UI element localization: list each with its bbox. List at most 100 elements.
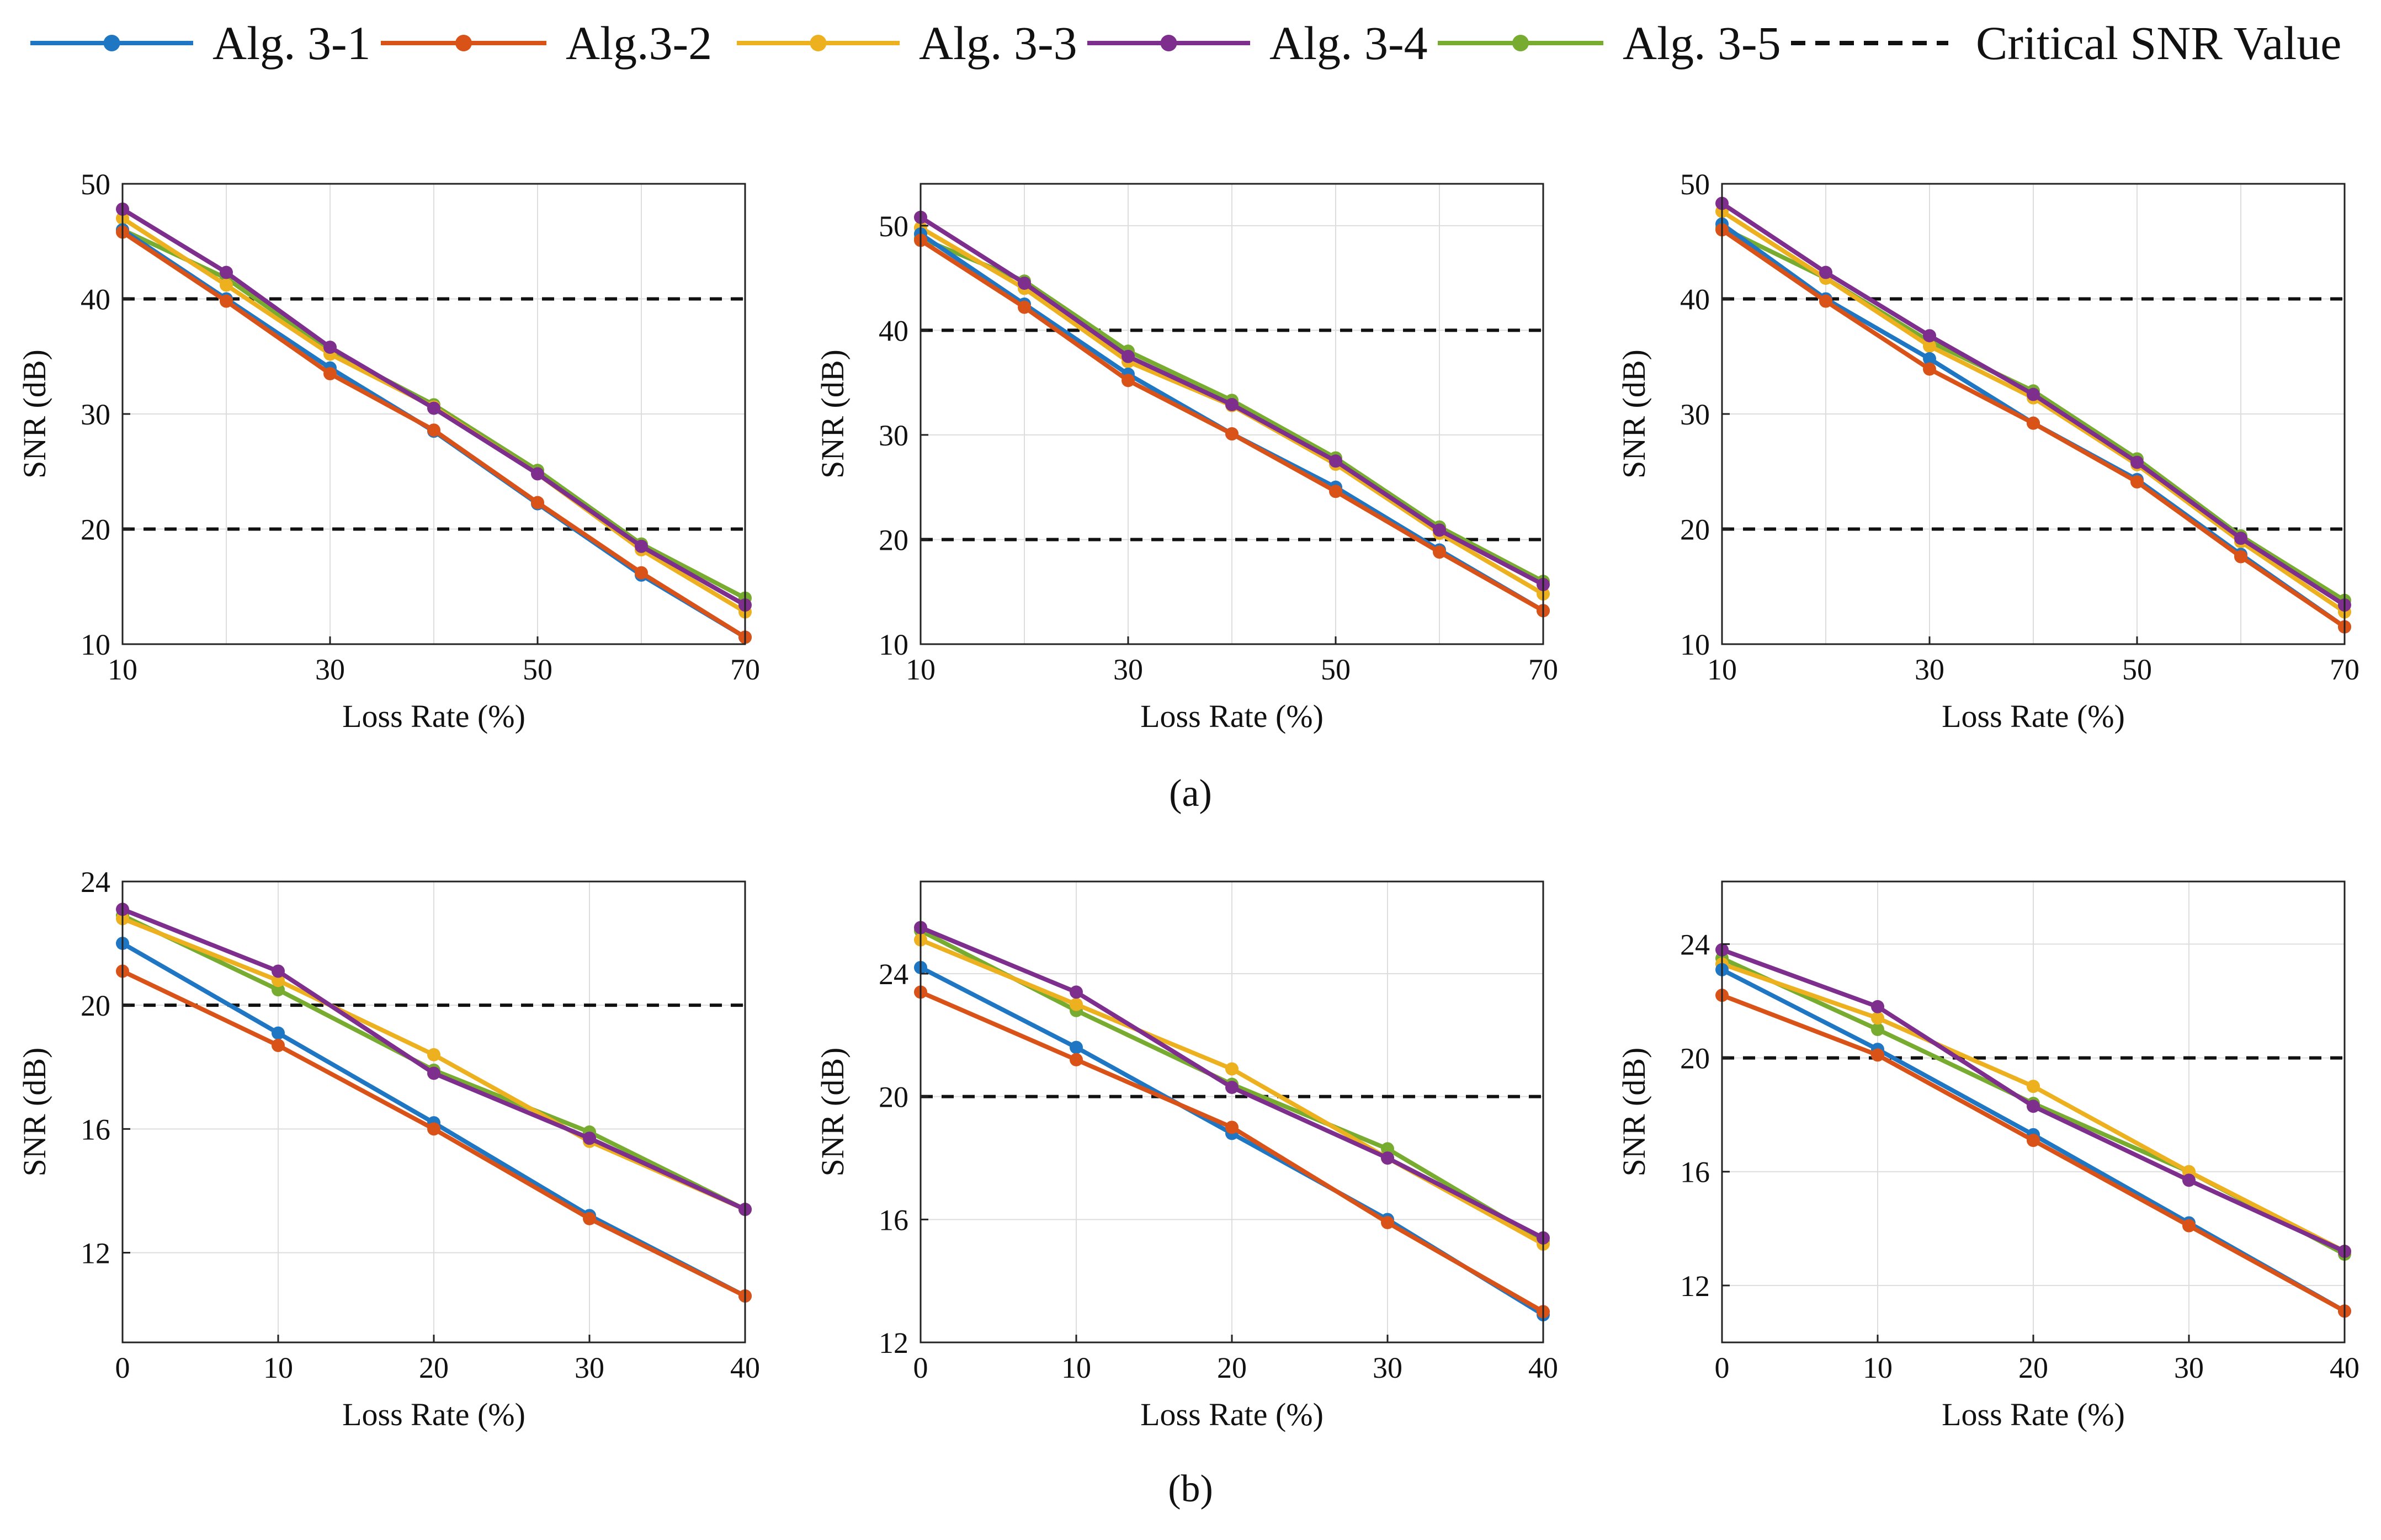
data-point	[635, 539, 648, 553]
data-point	[1122, 349, 1135, 363]
x-tick-label: 40	[730, 1351, 760, 1384]
data-point	[1923, 339, 1936, 353]
subplot-1-2: 0 10 20 30 40 12 16 20 24 Loss Rate (%) SNR (dB)	[1616, 880, 2359, 1432]
data-point	[583, 1212, 596, 1225]
data-point	[1871, 1011, 1884, 1025]
data-point	[1329, 454, 1342, 468]
subplot-1-1: 0 10 20 30 40 12 16 20 24 Loss Rate (%) SNR (dB)	[815, 880, 1558, 1432]
series-alg-3-4	[116, 202, 752, 612]
y-tick-label: 20	[1680, 513, 1710, 546]
x-tick-label: 10	[906, 653, 936, 686]
y-tick-label: 10	[879, 628, 908, 661]
data-point	[2027, 1134, 2040, 1148]
x-tick-label: 10	[1863, 1351, 1893, 1384]
y-tick-label: 50	[81, 168, 110, 201]
data-point	[1923, 329, 1936, 343]
y-tick-label: 12	[81, 1236, 110, 1270]
ticks: 10 30 50 70 10 20 30 40 50	[1680, 168, 2359, 686]
series-alg-3-2	[1715, 223, 2351, 634]
x-tick-label: 10	[108, 653, 137, 686]
legend-entry-alg-3-4: Alg. 3-4	[1087, 17, 1428, 70]
data-point	[531, 496, 544, 509]
data-point	[220, 278, 233, 292]
y-tick-label: 40	[1680, 283, 1710, 316]
data-point	[2234, 550, 2247, 564]
y-tick-label: 16	[81, 1113, 110, 1146]
y-axis-title: SNR (dB)	[17, 1048, 52, 1177]
x-tick-label: 0	[1715, 1351, 1730, 1384]
legend: Alg. 3-1 Alg.3-2 Alg. 3-3 Alg. 3-4 Alg. 3-5 C…	[30, 17, 2341, 70]
y-tick-label: 10	[1680, 628, 1710, 661]
data-point	[1070, 1040, 1083, 1054]
data-point	[220, 294, 233, 308]
legend-entry-alg-3-5: Alg. 3-5	[1438, 17, 1781, 70]
data-point	[220, 265, 233, 279]
legend-label: Alg. 3-5	[1623, 17, 1781, 70]
x-tick-label: 30	[575, 1351, 604, 1384]
x-tick-label: 0	[913, 1351, 928, 1384]
data-point	[427, 1122, 440, 1136]
data-point	[2234, 532, 2247, 545]
group-label-a: (a)	[1169, 772, 1212, 815]
data-point	[1018, 300, 1031, 314]
y-tick-label: 30	[1680, 398, 1710, 431]
x-tick-label: 40	[2330, 1351, 2359, 1384]
x-tick-label: 50	[2122, 653, 2152, 686]
x-tick-label: 70	[730, 653, 760, 686]
ticks: 0 10 20 30 40 12 16 20 24	[81, 865, 760, 1384]
series-alg-3-4	[116, 902, 752, 1217]
x-axis-title: Loss Rate (%)	[1140, 1396, 1324, 1432]
y-tick-label: 10	[81, 628, 110, 661]
y-axis-title: SNR (dB)	[1616, 349, 1652, 479]
data-point	[323, 341, 337, 354]
data-point	[1070, 985, 1083, 999]
data-point	[2130, 455, 2144, 469]
data-point	[427, 423, 440, 437]
x-tick-label: 10	[263, 1351, 293, 1384]
ticks: 10 30 50 70 10 20 30 40 50	[879, 210, 1558, 686]
data-point	[531, 467, 544, 481]
data-point	[323, 367, 337, 381]
x-tick-label: 70	[1528, 653, 1558, 686]
y-tick-label: 24	[81, 865, 110, 899]
x-tick-label: 30	[315, 653, 345, 686]
legend-entry-alg-3-1: Alg. 3-1	[30, 17, 371, 70]
data-point	[272, 983, 285, 997]
data-point	[2130, 475, 2144, 489]
legend-label: Alg.3-2	[566, 17, 712, 70]
data-point	[2182, 1219, 2196, 1233]
data-point	[1070, 1053, 1083, 1066]
data-point	[1923, 362, 1936, 376]
y-tick-label: 30	[879, 419, 908, 452]
data-point	[1329, 485, 1342, 498]
data-point	[1381, 1142, 1394, 1156]
series-alg-3-4	[1715, 197, 2351, 612]
grid	[920, 881, 1544, 1343]
x-tick-label: 10	[1707, 653, 1737, 686]
x-tick-label: 30	[1113, 653, 1143, 686]
data-point	[1381, 1151, 1394, 1165]
data-point	[1070, 997, 1083, 1011]
y-tick-label: 20	[879, 1081, 908, 1114]
legend-label: Alg. 3-1	[212, 17, 371, 70]
data-point	[1225, 1062, 1239, 1076]
data-point	[1433, 545, 1446, 559]
y-tick-label: 20	[879, 523, 908, 556]
data-point	[1819, 294, 1832, 308]
y-tick-label: 40	[879, 314, 908, 347]
legend-swatch-marker	[810, 35, 827, 51]
y-tick-label: 12	[879, 1326, 908, 1360]
y-tick-label: 40	[81, 283, 110, 316]
data-point	[1225, 1080, 1239, 1094]
y-tick-label: 12	[1680, 1270, 1710, 1303]
x-tick-label: 30	[1373, 1351, 1402, 1384]
x-tick-label: 20	[1217, 1351, 1247, 1384]
y-tick-label: 16	[1680, 1156, 1710, 1189]
x-tick-label: 50	[523, 653, 552, 686]
y-tick-label: 24	[879, 958, 908, 991]
y-axis-title: SNR (dB)	[815, 1048, 851, 1177]
data-point	[2027, 387, 2040, 401]
ticks: 10 30 50 70 10 20 30 40 50	[81, 168, 760, 686]
x-tick-label: 30	[1915, 653, 1944, 686]
series-alg-3-4	[1715, 943, 2351, 1258]
